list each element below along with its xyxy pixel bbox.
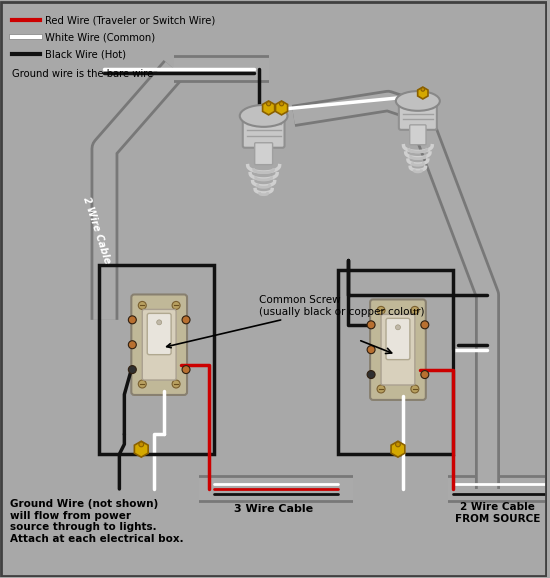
- Circle shape: [157, 320, 162, 325]
- FancyBboxPatch shape: [410, 125, 426, 144]
- Circle shape: [182, 366, 190, 373]
- Text: Common Screw
(usually black or copper colour): Common Screw (usually black or copper co…: [167, 295, 424, 348]
- Text: FROM SOURCE: FROM SOURCE: [455, 514, 540, 524]
- Circle shape: [395, 325, 400, 330]
- Circle shape: [395, 442, 400, 447]
- Ellipse shape: [240, 105, 288, 127]
- FancyBboxPatch shape: [381, 314, 415, 385]
- FancyBboxPatch shape: [243, 114, 284, 148]
- Circle shape: [138, 380, 146, 388]
- Circle shape: [411, 306, 419, 314]
- Circle shape: [138, 302, 146, 309]
- Text: Red Wire (Traveler or Switch Wire): Red Wire (Traveler or Switch Wire): [45, 16, 215, 25]
- Circle shape: [367, 346, 375, 354]
- Text: Ground Wire (not shown)
will flow from power
source through to lights.
Attach at: Ground Wire (not shown) will flow from p…: [10, 499, 184, 544]
- Ellipse shape: [396, 91, 440, 111]
- Text: Black Wire (Hot): Black Wire (Hot): [45, 49, 126, 59]
- Circle shape: [421, 88, 425, 91]
- FancyBboxPatch shape: [147, 313, 171, 355]
- Circle shape: [279, 102, 284, 106]
- Text: White Wire (Common): White Wire (Common): [45, 32, 155, 42]
- Circle shape: [367, 321, 375, 329]
- Text: Ground wire is the bare wire: Ground wire is the bare wire: [12, 69, 153, 79]
- FancyBboxPatch shape: [131, 294, 187, 395]
- Circle shape: [411, 385, 419, 393]
- Circle shape: [139, 442, 144, 447]
- Circle shape: [377, 306, 385, 314]
- FancyBboxPatch shape: [399, 99, 437, 130]
- FancyBboxPatch shape: [370, 299, 426, 400]
- Text: 2 Wire Cable: 2 Wire Cable: [81, 195, 112, 265]
- Circle shape: [182, 316, 190, 324]
- Circle shape: [128, 366, 136, 373]
- FancyBboxPatch shape: [142, 309, 176, 380]
- Circle shape: [128, 316, 136, 324]
- Circle shape: [172, 380, 180, 388]
- Bar: [338, 270, 453, 454]
- FancyBboxPatch shape: [386, 318, 410, 360]
- Bar: [100, 265, 214, 454]
- Circle shape: [421, 370, 429, 379]
- Circle shape: [267, 102, 271, 106]
- Circle shape: [172, 302, 180, 309]
- Circle shape: [377, 385, 385, 393]
- Circle shape: [367, 370, 375, 379]
- Circle shape: [128, 341, 136, 349]
- Text: 2 Wire Cable: 2 Wire Cable: [460, 502, 535, 512]
- FancyBboxPatch shape: [255, 143, 273, 165]
- Circle shape: [421, 321, 429, 329]
- Text: 3 Wire Cable: 3 Wire Cable: [234, 504, 313, 514]
